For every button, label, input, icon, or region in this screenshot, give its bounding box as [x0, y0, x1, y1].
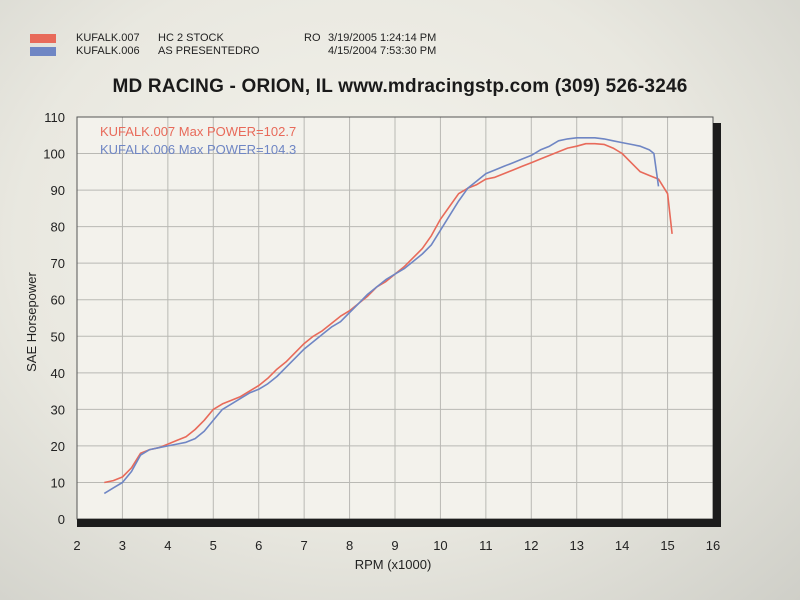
run-color-swatch: [30, 34, 56, 43]
y-axis-label: SAE Horsepower: [24, 271, 39, 371]
x-tick-label: 3: [119, 538, 126, 553]
x-tick-label: 15: [660, 538, 674, 553]
chart-legend-entry: KUFALK.006 Max POWER=104.3: [100, 142, 296, 157]
y-tick-label: 30: [51, 402, 65, 417]
x-tick-label: 9: [391, 538, 398, 553]
run-legend-row: KUFALK.006 AS PRESENTEDRO 4/15/2004 7:53…: [30, 45, 436, 58]
y-tick-label: 70: [51, 256, 65, 271]
x-tick-label: 7: [301, 538, 308, 553]
x-tick-label: 12: [524, 538, 538, 553]
y-tick-label: 0: [58, 512, 65, 527]
x-tick-label: 5: [210, 538, 217, 553]
x-tick-label: 2: [73, 538, 80, 553]
plot-shadow-bottom: [77, 519, 721, 527]
series-line: [103, 137, 660, 495]
run-code: RO: [304, 32, 321, 44]
y-tick-label: 60: [51, 293, 65, 308]
run-id: KUFALK.007: [76, 32, 140, 44]
y-tick-label: 10: [51, 475, 65, 490]
run-datetime: 3/19/2005 1:24:14 PM: [328, 32, 437, 44]
y-tick-label: 50: [51, 329, 65, 344]
run-color-swatch: [30, 47, 56, 56]
run-description: AS PRESENTEDRO: [158, 45, 260, 57]
x-tick-label: 11: [479, 538, 493, 553]
y-tick-label: 40: [51, 366, 65, 381]
x-tick-label: 13: [569, 538, 583, 553]
run-legend-row: KUFALK.007 HC 2 STOCK RO 3/19/2005 1:24:…: [30, 32, 436, 45]
run-description: HC 2 STOCK: [158, 32, 224, 44]
run-datetime: 4/15/2004 7:53:30 PM: [328, 45, 437, 57]
y-tick-label: 20: [51, 439, 65, 454]
x-tick-label: 16: [706, 538, 720, 553]
x-tick-label: 6: [255, 538, 262, 553]
run-id: KUFALK.006: [76, 45, 140, 57]
y-tick-label: 80: [51, 220, 65, 235]
y-tick-label: 100: [43, 147, 65, 162]
series-line: [104, 142, 673, 484]
x-axis-label: RPM (x1000): [355, 557, 432, 572]
run-legend: KUFALK.007 HC 2 STOCK RO 3/19/2005 1:24:…: [30, 32, 436, 58]
chart-legend-entry: KUFALK.007 Max POWER=102.7: [100, 124, 296, 139]
plot-shadow-right: [713, 123, 721, 527]
y-tick-label: 110: [44, 110, 65, 125]
x-tick-label: 10: [433, 538, 447, 553]
x-tick-label: 14: [615, 538, 629, 553]
page-title: MD RACING - ORION, IL www.mdracingstp.co…: [112, 76, 688, 97]
x-tick-label: 8: [346, 538, 353, 553]
x-tick-label: 4: [164, 538, 171, 553]
y-tick-label: 90: [51, 183, 65, 198]
